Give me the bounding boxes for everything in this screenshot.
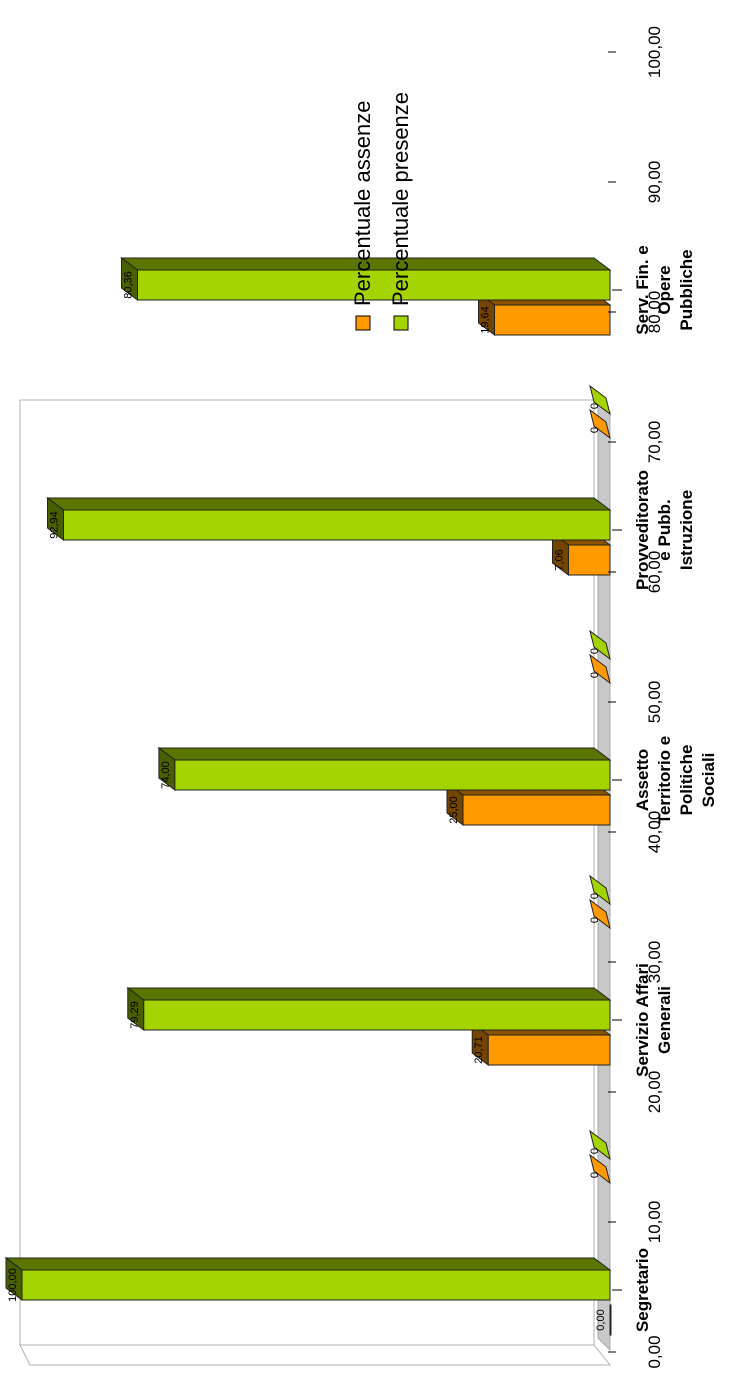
data-label: 20,71 [473,1036,485,1064]
bar-assenze [609,1304,612,1336]
data-label: 25,00 [448,796,460,824]
bar-front-face [21,1269,611,1301]
legend-item: Percentuale presenze [388,92,413,331]
data-labels: 0,00 100,00 20,71 79,29 25,00 74,00 7,06 92,94 1… [7,271,607,1330]
gap-marker [589,629,611,685]
bar-top-face [46,497,612,511]
data-label: 19,64 [480,306,492,334]
category-label: Assetto [633,749,652,811]
value-axis: 0,00 10,00 20,00 30,00 40,00 50,00 60,00 70,00 8… [608,26,664,1369]
bar-front-face [567,544,611,576]
category-label: Politiche [677,745,696,816]
gap-label: 0 [589,403,601,409]
gap-orange [589,408,611,440]
legend-item: Percentuale assenze [350,101,375,331]
legend: Percentuale assenze Percentuale presenze [350,92,413,331]
bar-front-face [174,759,611,791]
y-tick-label: 60,00 [645,551,664,594]
gap-label: 0 [589,1148,601,1154]
y-tick-label: 80,00 [645,291,664,334]
category-label: Pubbliche [677,249,696,330]
category-label: Istruzione [677,490,696,570]
bar-presenze [157,747,612,791]
category-label: Segretario [633,1248,652,1332]
data-label: 7,06 [553,549,565,570]
category-label: Generali [655,986,674,1054]
category-label: Servizio Affari [633,963,652,1077]
gap-label: 0 [589,672,601,678]
gap-markers [589,384,611,1185]
bar-presenze [119,257,612,301]
bar-front-face [63,509,611,541]
gap-label: 0 [589,1172,601,1178]
category-label: Provveditorato [633,470,652,590]
y-tick-label: 100,00 [645,26,664,78]
gap-green [589,629,611,661]
legend-swatch [393,315,409,331]
bar-front-face [487,1034,611,1066]
gap-green [589,1129,611,1161]
data-label: 74,00 [160,761,172,789]
gap-marker [589,384,611,440]
y-tick-label: 90,00 [645,161,664,204]
data-label: 79,29 [129,1001,141,1029]
bar-front-face [143,999,611,1031]
category-label: Opere [655,265,674,314]
category-label: Sociali [699,753,718,808]
gap-marker [589,874,611,930]
bar-top-face [4,1257,612,1271]
gap-label: 0 [589,427,601,433]
y-tick-label: 20,00 [645,1071,664,1114]
gap-orange [589,898,611,930]
y-tick-label: 50,00 [645,681,664,724]
bar-front-face [136,269,611,301]
category-label: Serv. Fin. e [633,245,652,334]
data-label: 80,36 [122,271,134,299]
bar-series [4,257,612,1336]
gap-green [589,384,611,416]
plot-area [19,398,612,1366]
legend-swatch [355,315,371,331]
gap-label: 0 [589,917,601,923]
bar-front-face [494,304,611,336]
data-label: 100,00 [7,1268,19,1302]
bar-presenze [46,497,612,541]
gap-label: 0 [589,648,601,654]
category-axis: Segretario Servizio Affari Generali Assetto… [612,245,718,1332]
legend-label: Percentuale assenze [350,101,375,306]
y-tick-label: 40,00 [645,811,664,854]
gap-orange [589,653,611,685]
data-label: 92,94 [49,511,61,539]
bar-front-face [609,1304,612,1336]
bar-presenze [126,986,612,1032]
bar-top-face [157,747,612,761]
gap-orange [589,1153,611,1185]
bar-presenze [4,1257,612,1301]
back-wall [19,399,595,1346]
legend-label: Percentuale presenze [388,92,413,306]
y-tick-label: 10,00 [645,1201,664,1244]
category-label: e Pubb. [655,499,674,560]
gap-marker [589,1129,611,1185]
data-label: 0,00 [595,1309,607,1330]
gap-label: 0 [589,893,601,899]
gap-green [589,874,611,906]
side-wall [19,1344,612,1366]
y-tick-label: 30,00 [645,941,664,984]
category-label: Territorio e [655,736,674,824]
bar-top-face [126,987,612,1001]
y-tick-label: 70,00 [645,421,664,464]
y-tick-label: 0,00 [645,1335,664,1368]
bar-front-face [462,794,611,826]
